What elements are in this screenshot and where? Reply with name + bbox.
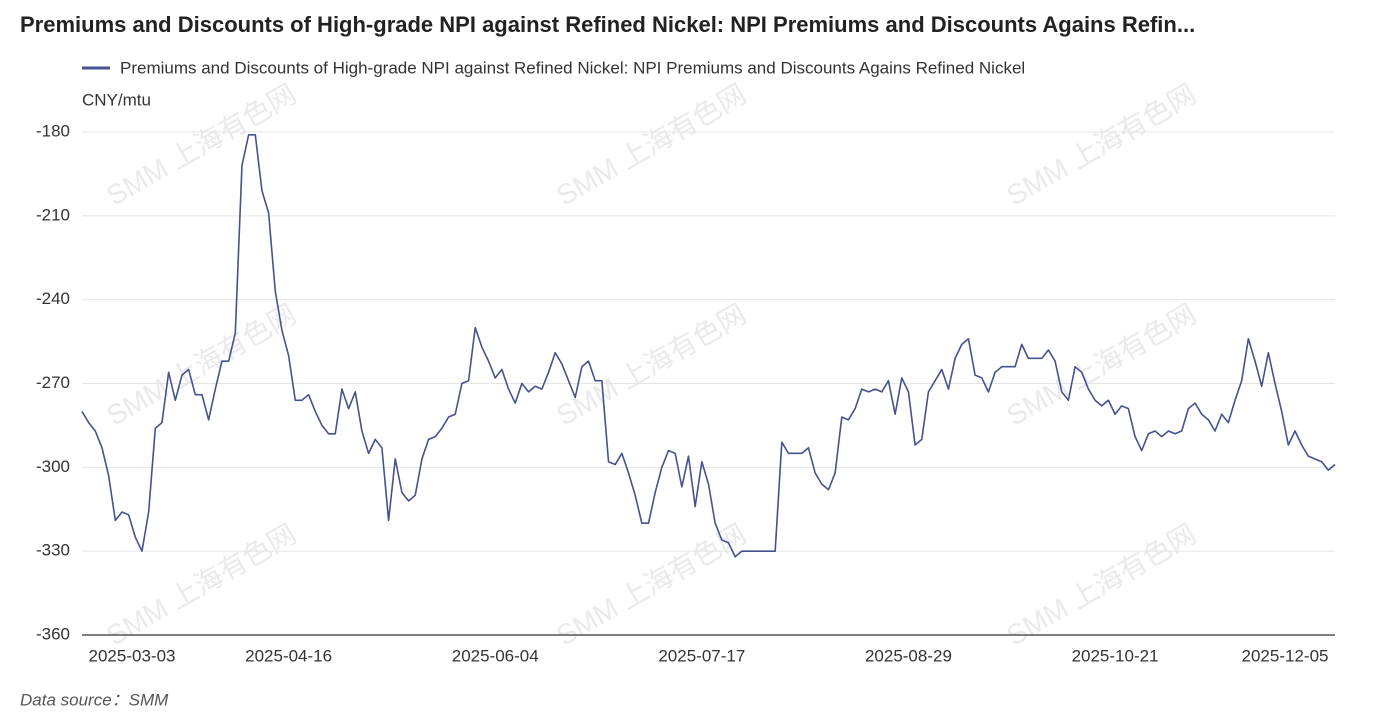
legend-label[interactable]: Premiums and Discounts of High-grade NPI… <box>120 58 1025 77</box>
data-line <box>81 133 1336 558</box>
watermark: SMM 上海有色网 <box>101 298 301 431</box>
x-tick-label: 2025-07-17 <box>658 646 745 665</box>
source-note: Data source：SMM <box>20 690 169 709</box>
x-tick-label: 2025-03-03 <box>89 646 176 665</box>
x-tick-label: 2025-12-05 <box>1242 646 1329 665</box>
watermark: SMM 上海有色网 <box>101 518 301 651</box>
watermarks: SMM 上海有色网 SMM 上海有色网 SMM 上海有色网 SMM 上海有色网 SMM … <box>101 78 1201 651</box>
watermark: SMM 上海有色网 <box>1001 298 1201 431</box>
watermark: SMM 上海有色网 <box>551 298 751 431</box>
y-axis-label: CNY/mtu <box>82 90 151 109</box>
y-tick-label: -210 <box>36 205 70 224</box>
watermark: SMM 上海有色网 <box>1001 78 1201 211</box>
y-tick-label: -270 <box>36 373 70 392</box>
chart-title: Premiums and Discounts of High-grade NPI… <box>20 12 1195 37</box>
x-tick-label: 2025-08-29 <box>865 646 952 665</box>
x-tick-label: 2025-04-16 <box>245 646 332 665</box>
y-tick-label: -300 <box>36 457 70 476</box>
x-tick-label: 2025-10-21 <box>1072 646 1159 665</box>
watermark: SMM 上海有色网 <box>1001 518 1201 651</box>
x-tick-label: 2025-06-04 <box>452 646 539 665</box>
watermark: SMM 上海有色网 <box>551 78 751 211</box>
y-tick-label: -360 <box>36 624 70 643</box>
y-tick-label: -180 <box>36 121 70 140</box>
y-tick-label: -330 <box>36 541 70 560</box>
y-tick-label: -240 <box>36 289 70 308</box>
